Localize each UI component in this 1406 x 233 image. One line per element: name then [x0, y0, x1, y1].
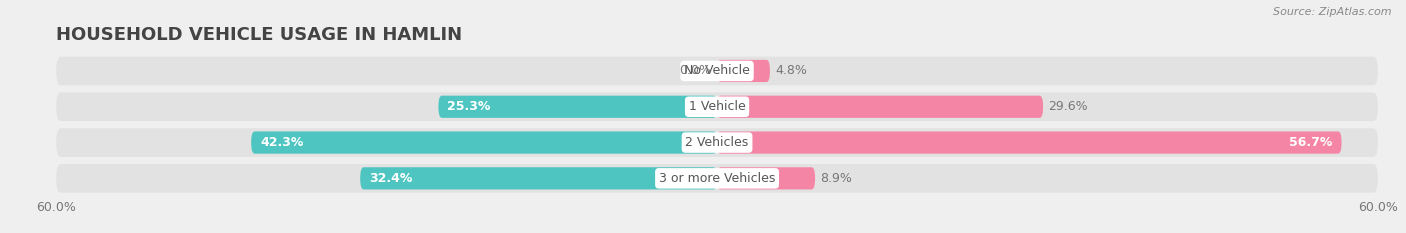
Text: 29.6%: 29.6% [1049, 100, 1088, 113]
Text: 25.3%: 25.3% [447, 100, 491, 113]
FancyBboxPatch shape [717, 131, 1341, 154]
FancyBboxPatch shape [56, 93, 1378, 121]
Text: 32.4%: 32.4% [368, 172, 412, 185]
FancyBboxPatch shape [252, 131, 717, 154]
FancyBboxPatch shape [439, 96, 717, 118]
FancyBboxPatch shape [56, 128, 1378, 157]
Text: 0.0%: 0.0% [679, 65, 711, 77]
FancyBboxPatch shape [717, 167, 815, 189]
FancyBboxPatch shape [717, 60, 770, 82]
Text: HOUSEHOLD VEHICLE USAGE IN HAMLIN: HOUSEHOLD VEHICLE USAGE IN HAMLIN [56, 26, 463, 44]
Text: 42.3%: 42.3% [260, 136, 304, 149]
FancyBboxPatch shape [56, 164, 1378, 193]
Text: Source: ZipAtlas.com: Source: ZipAtlas.com [1274, 7, 1392, 17]
FancyBboxPatch shape [717, 96, 1043, 118]
FancyBboxPatch shape [56, 57, 1378, 85]
Text: 8.9%: 8.9% [821, 172, 852, 185]
Text: 4.8%: 4.8% [776, 65, 807, 77]
Text: 3 or more Vehicles: 3 or more Vehicles [659, 172, 775, 185]
Text: 56.7%: 56.7% [1289, 136, 1333, 149]
Text: 2 Vehicles: 2 Vehicles [686, 136, 748, 149]
Text: No Vehicle: No Vehicle [685, 65, 749, 77]
Text: 1 Vehicle: 1 Vehicle [689, 100, 745, 113]
FancyBboxPatch shape [360, 167, 717, 189]
